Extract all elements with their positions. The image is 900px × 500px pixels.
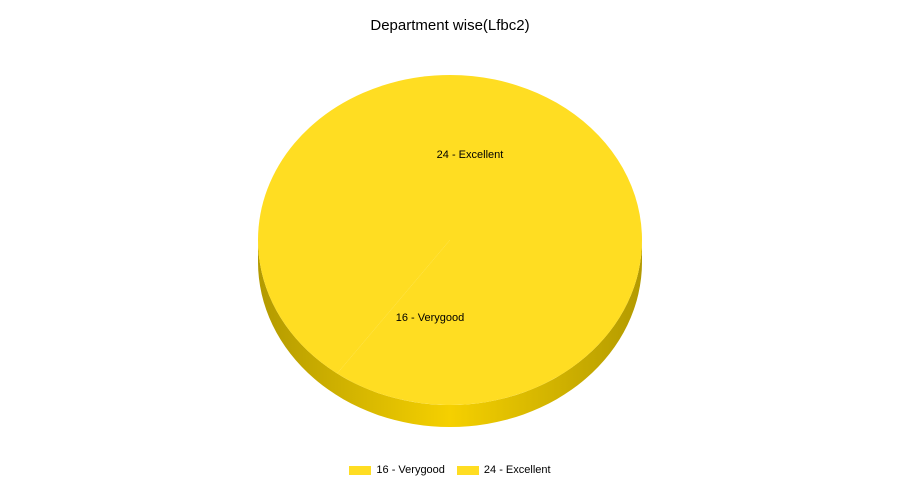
pie-slice-verygood xyxy=(258,75,450,374)
legend-swatch xyxy=(456,465,479,475)
legend-item-verygood: 16 - Verygood xyxy=(349,464,445,476)
legend-label: 16 - Verygood xyxy=(376,464,445,476)
slice-label-excellent: 24 - Excellent xyxy=(437,149,504,161)
pie-slice-excellent xyxy=(337,75,643,406)
slice-label-verygood: 16 - Verygood xyxy=(396,312,465,324)
chart-title: Department wise(Lfbc2) xyxy=(370,17,530,34)
legend: 16 - Verygood 24 - Excellent xyxy=(0,464,900,476)
legend-swatch xyxy=(349,465,372,475)
legend-label: 24 - Excellent xyxy=(483,464,551,476)
legend-item-excellent: 24 - Excellent xyxy=(456,464,551,476)
